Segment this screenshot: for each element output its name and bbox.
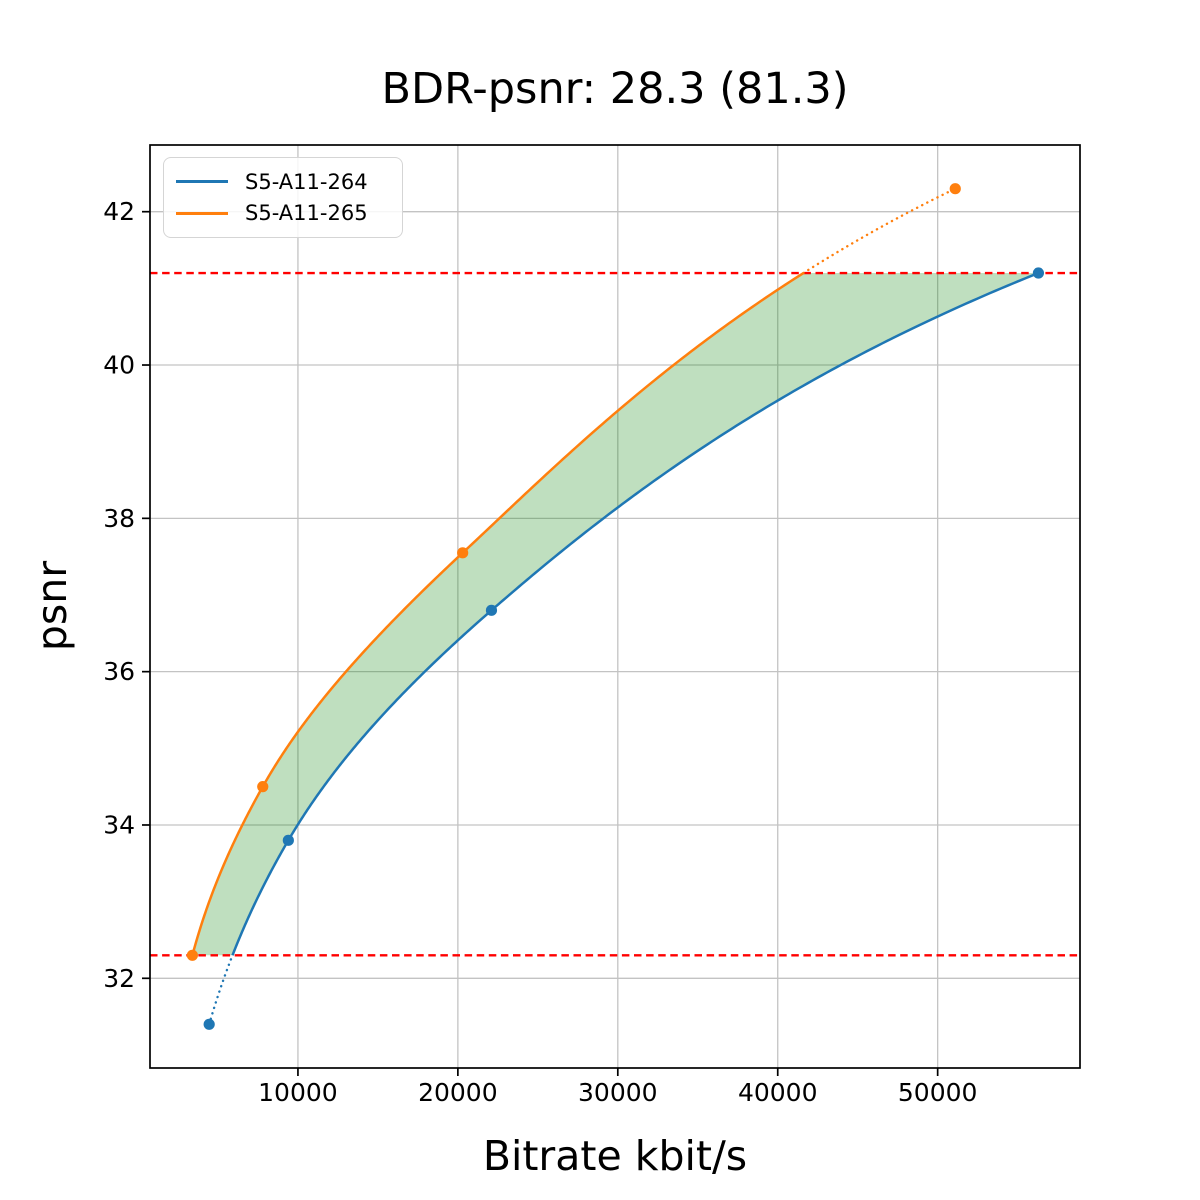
x-tick-label-50000: 50000 (898, 1078, 978, 1107)
series-S5-A11-265-point-3400 (186, 949, 198, 961)
series-S5-A11-265-point-51100 (949, 183, 961, 195)
y-axis-label: psnr (28, 560, 76, 652)
legend-label-265: S5-A11-265 (245, 201, 368, 226)
series-S5-A11-264-point-22100 (485, 604, 498, 616)
series-S5-A11-264-line-solid (231, 271, 1039, 956)
series-S5-A11-264-point-9400 (282, 834, 294, 846)
y-tick-label-34: 34 (103, 810, 135, 839)
series-S5-A11-265-line-solid (191, 271, 805, 956)
x-tick-label-40000: 40000 (738, 1078, 818, 1107)
y-tick-label-32: 32 (103, 964, 135, 993)
x-tick-label-10000: 10000 (258, 1078, 338, 1107)
x-tick-label-20000: 20000 (418, 1078, 498, 1107)
y-tick-label-36: 36 (103, 657, 135, 686)
legend-line-swatch-264 (176, 180, 228, 184)
legend-label-264: S5-A11-264 (245, 169, 368, 194)
series-S5-A11-264-point-4450 (203, 1018, 215, 1030)
chart-title: BDR-psnr: 28.3 (81.3) (381, 64, 849, 114)
series-S5-A11-264-line-dotted (207, 954, 234, 1026)
y-tick-label-38: 38 (103, 504, 135, 533)
legend-line-swatch-265 (176, 211, 228, 215)
legend-entry: S5-A11-264 (176, 170, 390, 194)
legend-entry: S5-A11-265 (176, 201, 390, 225)
bd-shaded-region (192, 273, 1039, 956)
y-tick-label-40: 40 (103, 351, 135, 380)
series-S5-A11-265-point-7800 (257, 781, 269, 793)
plot-border (149, 144, 1081, 1069)
legend: S5-A11-264 S5-A11-265 (163, 157, 403, 238)
series-S5-A11-265-line-dotted (802, 187, 957, 275)
series-S5-A11-265-point-20300 (457, 547, 469, 559)
x-axis-label: Bitrate kbit/s (482, 1132, 748, 1180)
series-S5-A11-264-point-56300 (1032, 267, 1045, 279)
x-tick-label-30000: 30000 (578, 1078, 658, 1107)
y-tick-label-42: 42 (103, 197, 135, 226)
